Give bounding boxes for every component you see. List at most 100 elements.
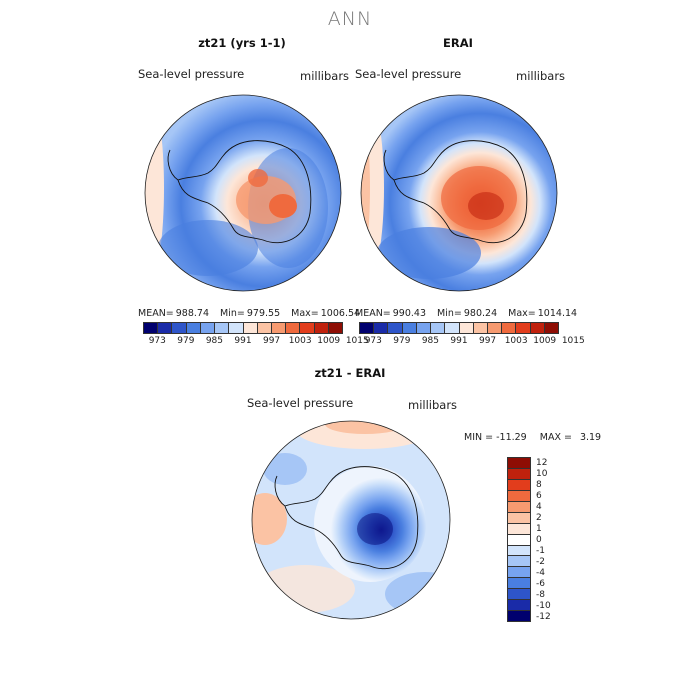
colorbar-tick-label: 1003 <box>504 336 528 346</box>
colorbar-swatch <box>200 323 216 333</box>
panel-1-map <box>144 94 342 292</box>
colorbar-swatch <box>257 323 272 333</box>
colorbar-swatch <box>186 323 201 333</box>
colorbar-swatch <box>172 323 187 333</box>
diff-minmax: MIN = -11.29 MAX = 3.19 <box>464 432 609 443</box>
panel-2-min: 980.24 <box>463 308 498 319</box>
colorbar-tick-label: 10 <box>536 468 548 479</box>
colorbar-swatch <box>508 589 530 601</box>
colorbar-swatch <box>508 490 530 502</box>
panel-2-map <box>360 94 558 292</box>
panel-2-min-label: Min= <box>437 308 462 319</box>
colorbar-swatch <box>508 468 530 480</box>
colorbar-swatch <box>328 323 343 333</box>
colorbar-swatch <box>508 458 530 469</box>
colorbar-tick-label: -2 <box>536 556 545 567</box>
colorbar-swatch <box>508 567 530 579</box>
panel-1-min: 979.55 <box>246 308 281 319</box>
colorbar-tick-label: 985 <box>421 336 440 346</box>
colorbar-swatch <box>502 323 517 333</box>
colorbar-tick-label: 985 <box>205 336 224 346</box>
colorbar-tick-label: 997 <box>262 336 281 346</box>
colorbar-tick-label: 4 <box>536 501 542 512</box>
colorbar-swatch <box>300 323 315 333</box>
colorbar-swatch <box>374 323 389 333</box>
colorbar-swatch <box>271 323 287 333</box>
colorbar-tick-label: 2 <box>536 512 542 523</box>
diff-max: 3.19 <box>579 432 602 443</box>
colorbar-swatch <box>215 323 230 333</box>
colorbar-swatch <box>487 323 503 333</box>
colorbar-swatch <box>314 323 329 333</box>
diff-max-label: MAX = <box>539 432 572 443</box>
colorbar-swatch <box>508 545 530 557</box>
colorbar-tick-label: 991 <box>450 336 468 346</box>
colorbar-tick-label: 973 <box>364 336 382 346</box>
colorbar-tick-label: 8 <box>536 479 542 490</box>
colorbar-swatch <box>530 323 545 333</box>
colorbar-tick-label: 973 <box>148 336 166 346</box>
panel-1-mean: 988.74 <box>175 308 210 319</box>
colorbar-tick-label: 0 <box>536 534 542 545</box>
colorbar-swatch <box>508 534 530 546</box>
panel-1-field-label: Sea-level pressure <box>138 67 245 81</box>
panel-2-colorbar-ticks: 973 979 985 991 997 1003 1009 1015 <box>359 336 585 348</box>
colorbar-swatch <box>144 323 159 333</box>
colorbar-swatch <box>158 323 173 333</box>
colorbar-tick-label: 997 <box>478 336 497 346</box>
figure-title: ANN <box>327 8 373 30</box>
panel-1-units-label: millibars <box>300 69 350 83</box>
colorbar-swatch <box>229 323 244 333</box>
colorbar-tick-label: 979 <box>393 336 411 346</box>
diff-units-label: millibars <box>408 398 458 412</box>
panel-1-title: zt21 (yrs 1-1) <box>198 36 286 50</box>
colorbar-swatch <box>459 323 474 333</box>
diff-field-label: Sea-level pressure <box>247 396 354 410</box>
diff-map <box>251 420 451 620</box>
panel-1-max: 1006.54 <box>320 308 361 319</box>
colorbar-swatch <box>508 578 530 590</box>
panel-2-max-label: Max= <box>508 308 536 319</box>
colorbar-tick-label: 1009 <box>317 336 341 346</box>
colorbar-swatch <box>508 611 530 622</box>
colorbar-swatch <box>508 556 530 568</box>
colorbar-tick-label: -12 <box>536 611 551 622</box>
colorbar-tick-label: 1009 <box>533 336 557 346</box>
colorbar-tick-label: 6 <box>536 490 542 501</box>
colorbar-swatch <box>416 323 432 333</box>
panel-2-field-label: Sea-level pressure <box>355 67 462 81</box>
colorbar-swatch <box>508 523 530 535</box>
colorbar-swatch <box>508 501 530 513</box>
panel-2-mean-label: MEAN= <box>355 308 391 319</box>
panel-2-stats: MEAN= 990.43 Min= 980.24 Max= 1014.14 <box>355 308 585 319</box>
panel-1-mean-label: MEAN= <box>138 308 174 319</box>
colorbar-tick-label: 1003 <box>288 336 312 346</box>
colorbar-tick-label: -10 <box>536 600 551 611</box>
diff-colorbar <box>507 457 531 622</box>
panel-1-colorbar-ticks: 973 979 985 991 997 1003 1009 1015 <box>143 336 369 348</box>
diff-min-label: MIN = <box>464 432 494 443</box>
panel-1-colorbar <box>143 322 343 334</box>
panel-1-min-label: Min= <box>220 308 245 319</box>
diff-min: -11.29 <box>496 432 527 443</box>
panel-2-title: ERAI <box>443 36 473 50</box>
colorbar-swatch <box>402 323 417 333</box>
colorbar-swatch <box>473 323 488 333</box>
panel-1-max-label: Max= <box>291 308 319 319</box>
colorbar-tick-label: -6 <box>536 578 545 589</box>
colorbar-swatch <box>508 600 530 612</box>
colorbar-swatch <box>360 323 375 333</box>
panel-2-units-label: millibars <box>516 69 566 83</box>
colorbar-tick-label: 1 <box>536 523 542 534</box>
colorbar-swatch <box>286 323 301 333</box>
colorbar-tick-label: 991 <box>234 336 252 346</box>
colorbar-tick-label: 1015 <box>345 336 369 346</box>
colorbar-tick-label: -8 <box>536 589 545 600</box>
panel-2-mean: 990.43 <box>392 308 427 319</box>
colorbar-swatch <box>508 512 530 524</box>
colorbar-swatch <box>243 323 258 333</box>
colorbar-swatch <box>516 323 531 333</box>
colorbar-swatch <box>544 323 559 333</box>
colorbar-tick-label: -4 <box>536 567 545 578</box>
panel-2-max: 1014.14 <box>537 308 578 319</box>
